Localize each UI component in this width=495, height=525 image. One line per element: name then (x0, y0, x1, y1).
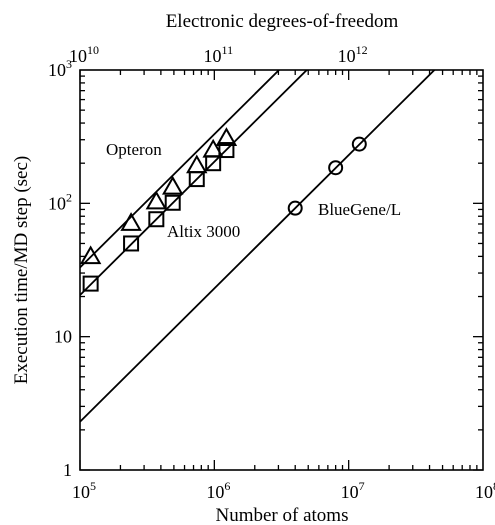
tick-label-base: 10 (204, 46, 222, 66)
point-altix-3000 (205, 155, 222, 172)
x-axis-title: Number of atoms (216, 505, 349, 525)
tick-label-exponent: 2 (66, 190, 72, 204)
series-label-opteron: Opteron (106, 140, 162, 159)
tick-label-exponent: 11 (222, 43, 234, 57)
axis-ticks (79, 70, 483, 471)
series-labels: Opteron Altix 3000 BlueGene/L (106, 140, 401, 241)
tick-label-exponent: 3 (66, 57, 72, 71)
x-tick-label: 108 (475, 479, 495, 502)
point-opteron (79, 245, 102, 265)
x2-tick-label: 1012 (338, 43, 368, 66)
tick-label-base: 10 (206, 482, 224, 502)
fit-line-opteron (80, 70, 281, 269)
plot-frame (79, 69, 484, 471)
y-tick-label: 102 (48, 190, 72, 213)
x-tick-label: 106 (206, 479, 230, 502)
point-opteron (161, 175, 184, 195)
point-altix-3000 (218, 142, 235, 159)
fit-line-bluegene-l (80, 70, 436, 423)
tick-label-exponent: 8 (493, 479, 495, 493)
tick-label-base: 10 (341, 482, 359, 502)
point-altix-3000 (82, 275, 99, 292)
tick-label-exponent: 7 (359, 479, 365, 493)
tick-label-exponent: 10 (87, 43, 99, 57)
x-tick-label: 107 (341, 479, 365, 502)
point-bluegene-l (328, 160, 344, 176)
point-altix-3000 (164, 194, 181, 211)
tick-labels: 105106107108101010111012110102103 (48, 43, 495, 502)
point-opteron (145, 190, 168, 210)
series-label-altix-3000: Altix 3000 (167, 222, 240, 241)
y-tick-label: 103 (48, 57, 72, 80)
point-altix-3000 (123, 235, 140, 252)
x2-tick-label: 1011 (204, 43, 234, 66)
point-altix-3000 (188, 171, 205, 188)
tick-label-exponent: 5 (90, 479, 96, 493)
x2-tick-label: 1010 (69, 43, 99, 66)
tick-label-exponent: 6 (224, 479, 230, 493)
tick-label-base: 1 (63, 460, 72, 480)
tick-label-base: 10 (475, 482, 493, 502)
plot-border (79, 69, 484, 471)
point-altix-3000 (148, 211, 165, 228)
point-opteron (215, 127, 238, 146)
tick-label-base: 10 (338, 46, 356, 66)
top-axis-title: Electronic degrees-of-freedom (166, 11, 399, 32)
tick-label-base: 10 (54, 327, 72, 347)
tick-label-base: 10 (48, 193, 66, 213)
tick-label-base: 10 (48, 60, 66, 80)
tick-label-exponent: 12 (356, 43, 368, 57)
tick-label-base: 10 (69, 46, 87, 66)
point-opteron (120, 212, 142, 231)
y-axis-title: Execution time/MD step (sec) (11, 156, 32, 384)
data-markers (79, 127, 367, 292)
fit-lines (80, 70, 436, 423)
series-label-bluegene-l: BlueGene/L (318, 200, 401, 219)
x-tick-label: 105 (72, 479, 96, 502)
point-bluegene-l (351, 136, 367, 152)
tick-label-base: 10 (72, 482, 90, 502)
point-bluegene-l (287, 200, 303, 216)
y-tick-label: 1 (63, 460, 72, 480)
y-tick-label: 10 (54, 327, 72, 347)
